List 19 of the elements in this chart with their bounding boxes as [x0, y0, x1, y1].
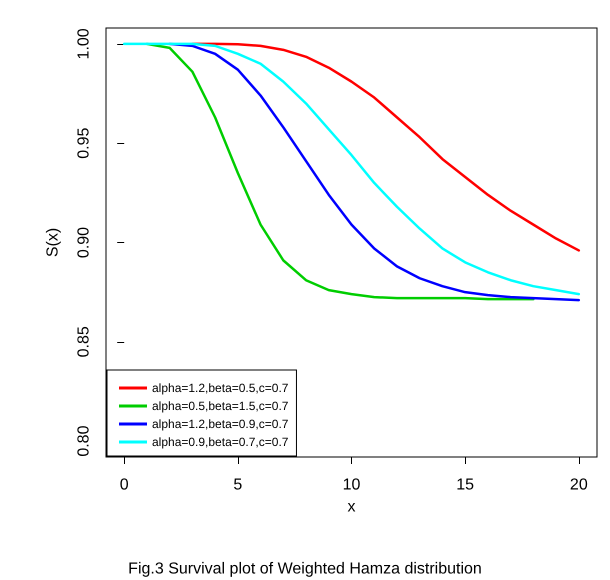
- x-tick-label: 20: [570, 476, 588, 494]
- y-tick-label: 0.95: [76, 128, 92, 159]
- legend-label: alpha=0.9,beta=0.7,c=0.7: [152, 435, 289, 449]
- legend-label: alpha=1.2,beta=0.5,c=0.7: [152, 381, 289, 395]
- line-series: [191, 42, 580, 252]
- x-tick-label: 5: [233, 476, 242, 494]
- y-tick-label: 1.00: [76, 28, 92, 60]
- legend-label: alpha=1.2,beta=0.9,c=0.7: [152, 417, 289, 431]
- legend-label: alpha=0.5,beta=1.5,c=0.7: [152, 399, 289, 413]
- x-tick-label: 10: [342, 476, 360, 494]
- line-series: [146, 42, 535, 300]
- y-tick-label: 0.80: [76, 425, 92, 457]
- y-tick-label: 0.90: [76, 226, 92, 258]
- text: Fig.3 Survival plot of Weighted Hamza distribution: [128, 560, 482, 578]
- y-tick-label: 0.85: [76, 326, 92, 358]
- y-axis-title: S(x): [44, 228, 62, 258]
- x-tick-label: 15: [456, 476, 474, 494]
- x-axis-title: x: [348, 498, 356, 516]
- x-tick-label: 0: [120, 476, 129, 494]
